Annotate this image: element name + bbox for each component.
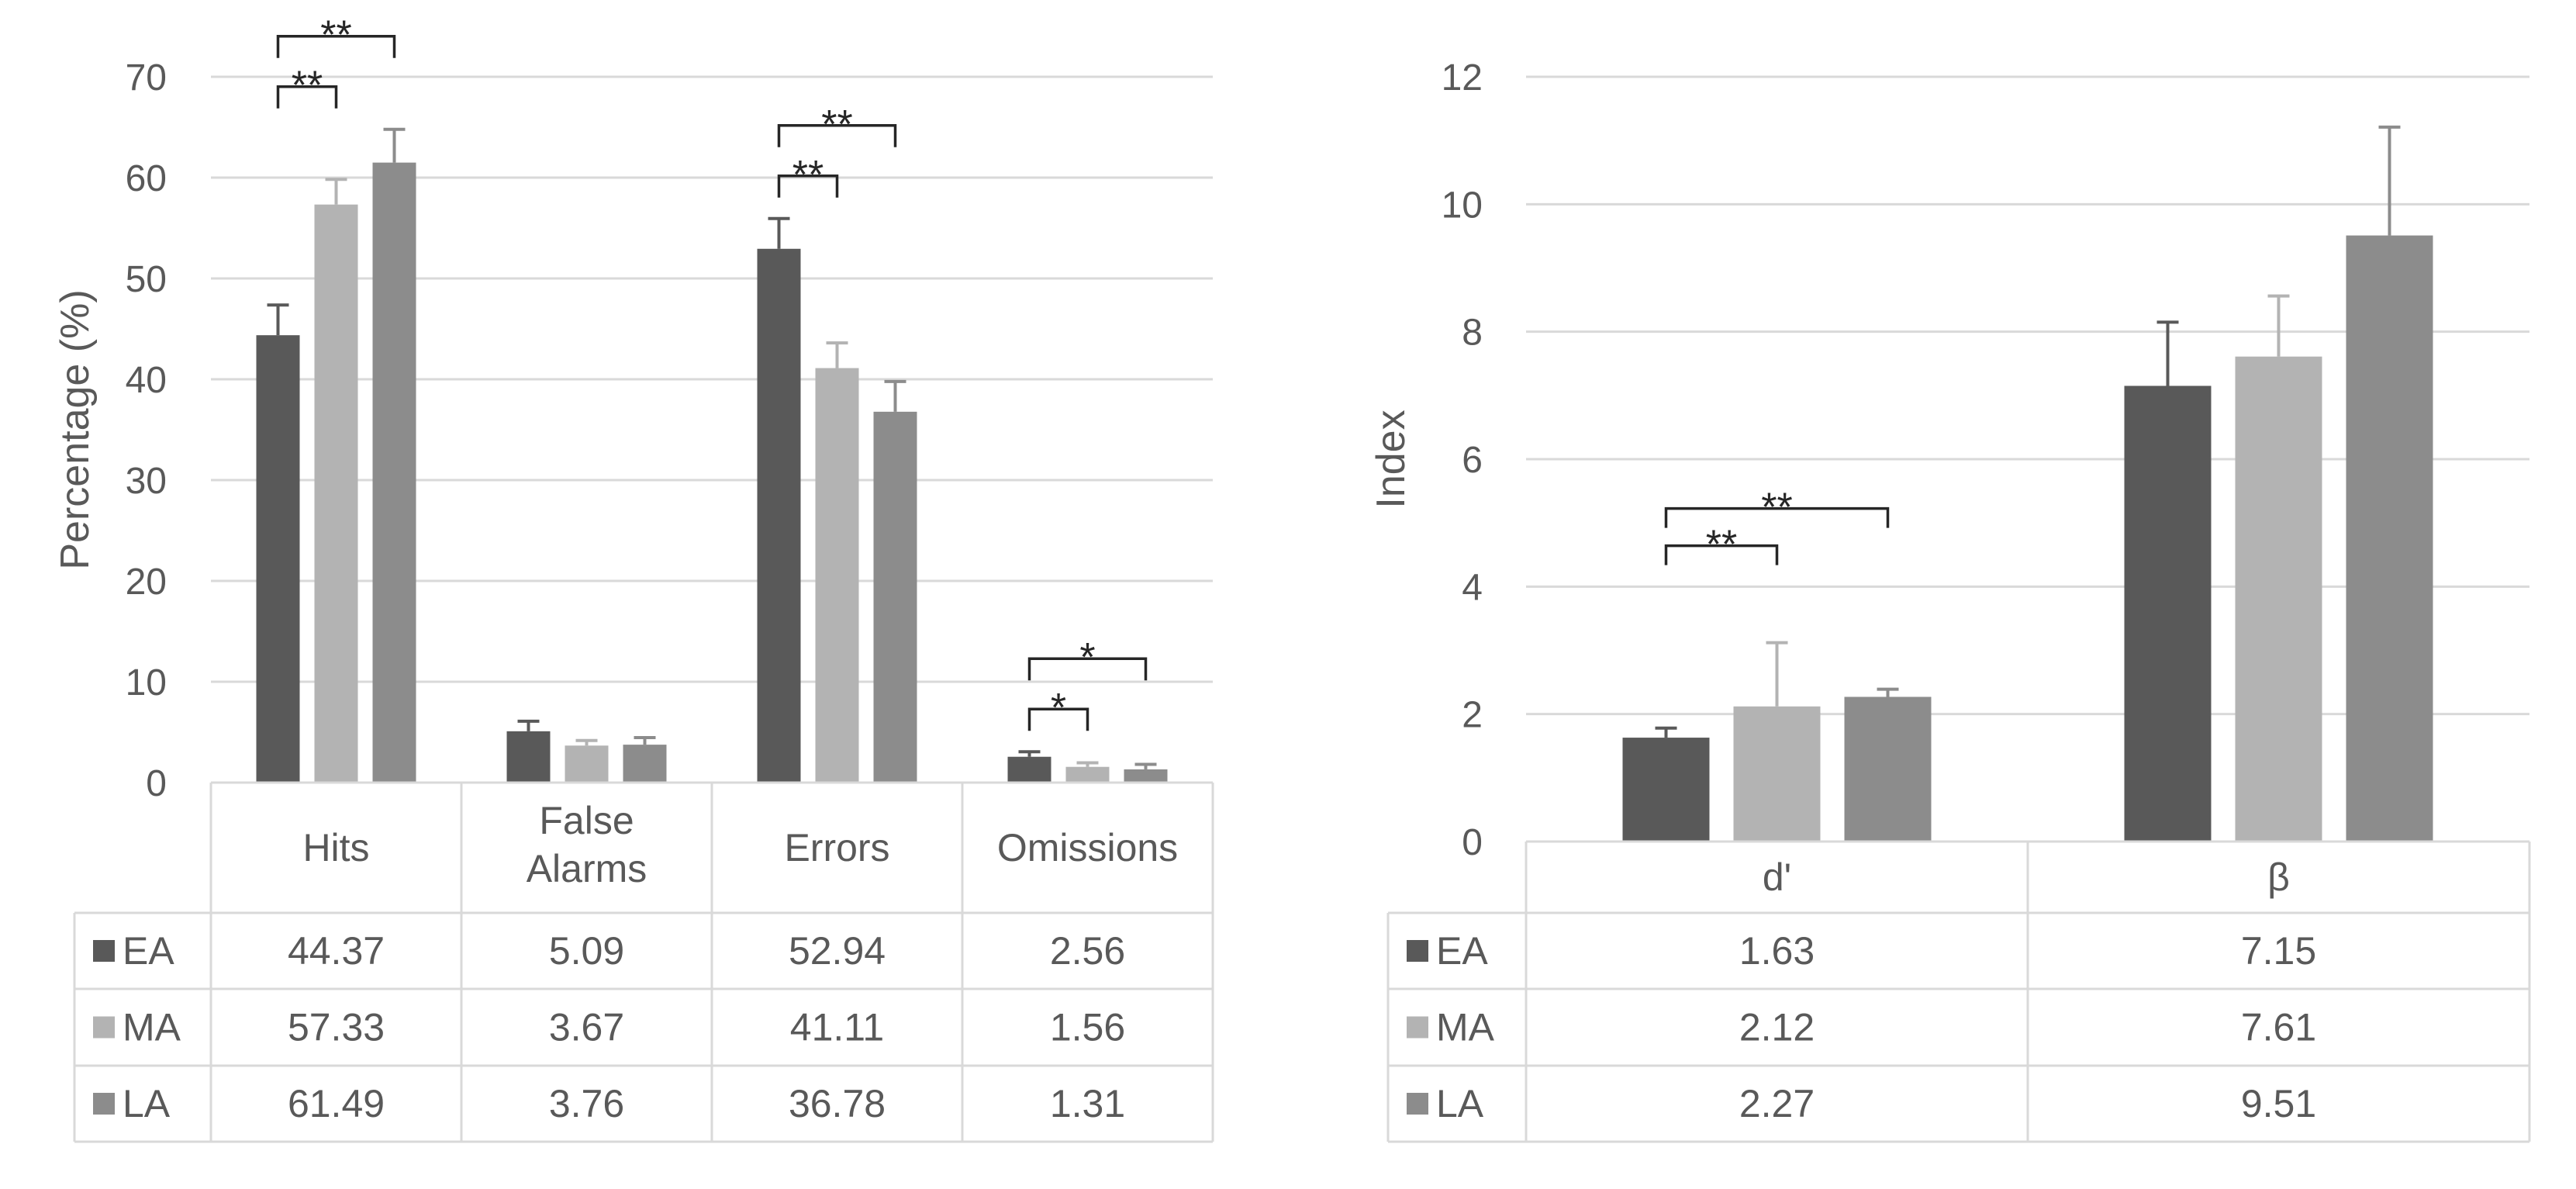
pct-y-axis-title: Percentage (%) [53, 289, 98, 569]
idx-bar-ma [2235, 356, 2322, 842]
pct-bar-la [372, 162, 416, 783]
idx-y-tick-label: 12 [1442, 57, 1483, 99]
pct-significance-bracket [777, 175, 839, 198]
pct-legend-swatch-ea [93, 940, 115, 962]
pct-table-value: 3.67 [549, 1006, 624, 1049]
pct-significance-marker: ** [292, 64, 323, 109]
pct-table-value: 57.33 [288, 1006, 385, 1049]
pct-table-value: 41.11 [790, 1006, 884, 1049]
pct-bar-ma [1065, 766, 1110, 783]
pct-significance-bracket [1027, 657, 1148, 681]
pct-table-value: 3.76 [549, 1082, 624, 1125]
idx-table-value: 2.12 [1739, 1006, 1815, 1049]
idx-table-value: 1.63 [1739, 929, 1815, 973]
idx-y-tick-label: 4 [1462, 567, 1483, 608]
pct-table-value: 2.56 [1050, 929, 1125, 973]
pct-table-value: 1.31 [1050, 1082, 1125, 1125]
idx-bar-ea [2124, 385, 2212, 842]
pct-legend-label: EA [123, 929, 174, 973]
index-chart: 0 2 4 6 8 10 12 Index ** ** d' β EA 1.63 7.15 MA 2.12 7.6… [1369, 57, 2531, 1143]
idx-table-value: 7.61 [2241, 1006, 2316, 1049]
pct-y-tick-label: 60 [126, 158, 167, 199]
idx-legend-swatch-la [1407, 1093, 1428, 1115]
pct-y-tick-label: 0 [146, 763, 167, 804]
pct-bar-ea [256, 335, 300, 783]
pct-legend-label: LA [123, 1082, 171, 1125]
idx-bar-la [2346, 235, 2433, 842]
pct-significance-bracket [276, 34, 396, 58]
pct-significance-marker: ** [792, 153, 824, 198]
pct-significance-bracket [1027, 707, 1089, 731]
idx-significance-bracket [1664, 506, 1890, 528]
pct-y-tick-label: 10 [126, 662, 167, 703]
pct-bar-la [873, 411, 917, 783]
idx-bar-ma [1733, 706, 1821, 842]
pct-category-label: Errors [784, 826, 889, 869]
idx-y-tick-label: 2 [1462, 695, 1483, 736]
pct-category-label-line: Alarms [527, 847, 647, 890]
idx-table-value: 2.27 [1739, 1082, 1815, 1125]
idx-y-axis-title: Index [1369, 410, 1414, 508]
pct-legend-label: MA [123, 1006, 181, 1049]
idx-legend-swatch-ea [1407, 940, 1428, 962]
pct-bar-ea [757, 248, 801, 783]
idx-significance-marker: ** [1706, 523, 1737, 568]
pct-y-tick-label: 30 [126, 461, 167, 502]
idx-bar-la [1844, 696, 1932, 842]
pct-significance-marker: * [1051, 686, 1066, 731]
pct-bar-la [623, 745, 667, 783]
pct-bar-la [1124, 769, 1168, 783]
pct-bar-ma [314, 204, 358, 783]
pct-y-tick-label: 20 [126, 562, 167, 603]
idx-table-value: 9.51 [2241, 1082, 2316, 1125]
idx-y-tick-label: 6 [1462, 440, 1483, 481]
pct-category-label-line: False [539, 799, 634, 842]
pct-table-value: 52.94 [789, 929, 886, 973]
idx-bar-ea [1622, 738, 1710, 842]
pct-significance-bracket [276, 85, 338, 109]
pct-category-label: Hits [302, 826, 369, 869]
idx-y-tick-label: 8 [1462, 313, 1483, 354]
pct-y-tick-label: 40 [126, 360, 167, 401]
idx-category-label: d' [1763, 855, 1791, 899]
pct-legend-swatch-ma [93, 1016, 115, 1039]
idx-y-tick-label: 10 [1442, 185, 1483, 226]
pct-y-tick-label: 50 [126, 259, 167, 300]
idx-y-tick-label: 0 [1462, 822, 1483, 863]
pct-category-label: False Alarms [527, 799, 647, 890]
pct-bar-ma [565, 745, 609, 783]
pct-bar-ea [506, 731, 551, 783]
pct-legend-swatch-la [93, 1093, 115, 1115]
idx-table-value: 7.15 [2241, 929, 2316, 973]
pct-bar-ma [815, 368, 859, 783]
idx-legend-label: LA [1436, 1082, 1484, 1125]
pct-significance-marker: * [1079, 635, 1095, 680]
idx-category-label: β [2267, 855, 2290, 899]
idx-significance-bracket [1664, 544, 1779, 565]
pct-table-value: 1.56 [1050, 1006, 1125, 1049]
pct-table-value: 61.49 [288, 1082, 385, 1125]
pct-table-value: 44.37 [288, 929, 385, 973]
idx-significance-marker: ** [1761, 486, 1792, 531]
pct-bar-ea [1007, 756, 1051, 783]
pct-category-label: Omissions [997, 826, 1178, 869]
idx-legend-label: MA [1436, 1006, 1495, 1049]
pct-significance-bracket [777, 124, 897, 147]
pct-y-tick-label: 70 [126, 57, 167, 99]
pct-significance-marker: ** [320, 13, 351, 58]
idx-legend-swatch-ma [1407, 1016, 1428, 1039]
pct-table-value: 36.78 [789, 1082, 886, 1125]
pct-table-value: 5.09 [549, 929, 624, 973]
pct-significance-marker: ** [821, 102, 852, 147]
idx-legend-label: EA [1436, 929, 1488, 973]
